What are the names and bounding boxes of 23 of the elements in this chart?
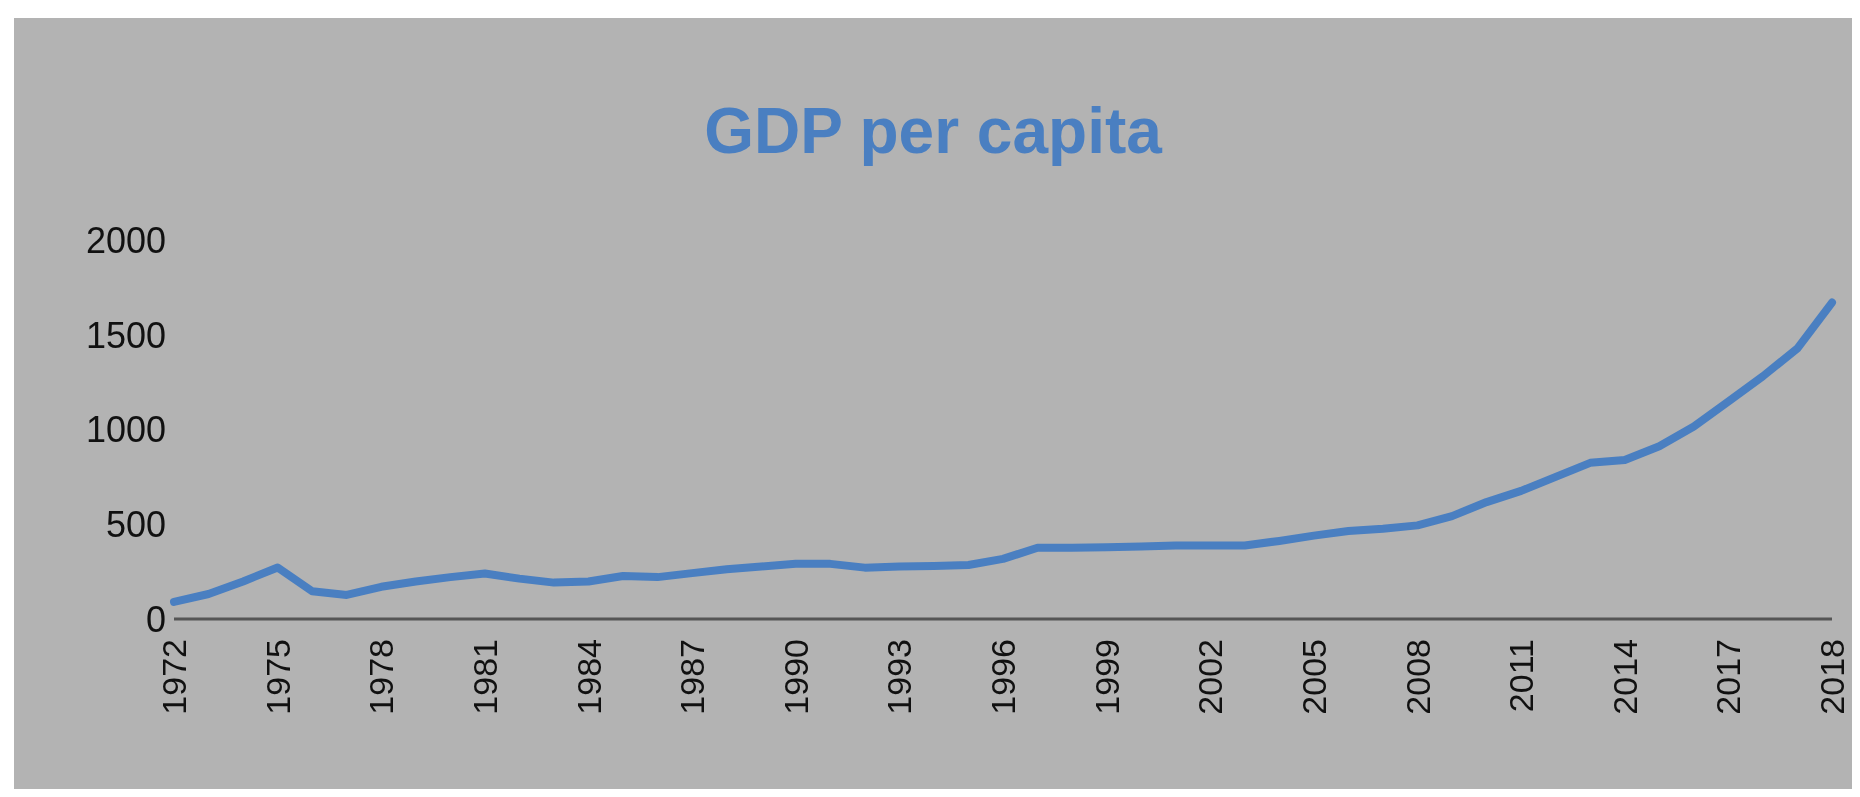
- x-tick-label: 1981: [465, 639, 504, 715]
- chart-title: GDP per capita: [703, 94, 1164, 168]
- y-tick-label: 1000: [85, 409, 166, 451]
- x-tick-label: 2008: [1398, 639, 1437, 715]
- x-tick-label: 2014: [1605, 639, 1644, 715]
- x-tick-label: 1987: [673, 639, 712, 715]
- y-tick-label: 500: [105, 504, 166, 546]
- y-tick-label: 1500: [85, 314, 166, 356]
- x-tick-label: 1999: [1087, 639, 1126, 715]
- x-tick-label: 1993: [880, 639, 919, 715]
- x-tick-label: 2011: [1502, 639, 1541, 713]
- x-tick-label: 1975: [258, 639, 297, 715]
- x-tick-label: 2017: [1709, 639, 1748, 715]
- y-tick-label: 0: [145, 598, 166, 640]
- x-tick-label: 1984: [569, 639, 608, 715]
- x-tick-label: 2002: [1191, 639, 1230, 715]
- x-tick-label: 2018: [1813, 639, 1851, 715]
- x-tick-label: 1990: [776, 639, 815, 715]
- x-tick-label: 2005: [1294, 639, 1333, 715]
- x-tick-label: 1972: [155, 639, 193, 715]
- x-tick-label: 1978: [362, 639, 401, 715]
- x-tick-label: 1996: [984, 639, 1022, 715]
- y-tick-label: 2000: [85, 219, 166, 261]
